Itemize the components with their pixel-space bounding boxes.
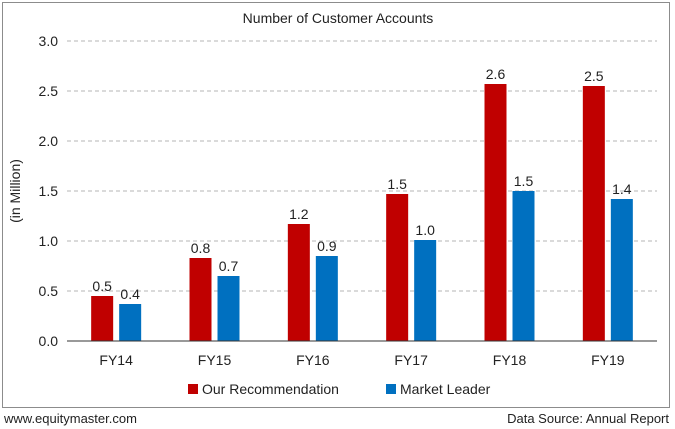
legend-label: Market Leader bbox=[400, 381, 491, 397]
data-label: 2.6 bbox=[486, 66, 506, 82]
legend-label: Our Recommendation bbox=[202, 381, 339, 397]
data-label: 0.8 bbox=[191, 240, 211, 256]
data-label: 1.5 bbox=[514, 173, 534, 189]
y-tick-label: 2.5 bbox=[39, 83, 59, 99]
y-tick-label: 1.5 bbox=[39, 183, 59, 199]
legend: Our Recommendation Market Leader bbox=[188, 381, 491, 397]
y-axis-label: (in Million) bbox=[7, 159, 23, 223]
bar-market-leader bbox=[414, 240, 437, 341]
legend-swatch bbox=[188, 384, 198, 394]
data-label: 1.5 bbox=[387, 176, 407, 192]
data-source-note: Data Source: Annual Report bbox=[507, 411, 669, 426]
bar-our-recommendation bbox=[91, 296, 114, 341]
source-website: www.equitymaster.com bbox=[4, 411, 137, 426]
bar-market-leader bbox=[119, 304, 142, 341]
x-tick-label: FY15 bbox=[198, 352, 232, 368]
x-tick-label: FY16 bbox=[296, 352, 330, 368]
bar-our-recommendation bbox=[484, 84, 507, 341]
data-label: 0.4 bbox=[120, 286, 140, 302]
x-tick-label: FY14 bbox=[99, 352, 133, 368]
data-label: 1.4 bbox=[612, 181, 632, 197]
bar-our-recommendation bbox=[386, 194, 409, 341]
y-tick-label: 0.5 bbox=[39, 283, 59, 299]
data-label: 1.2 bbox=[289, 206, 309, 222]
bars bbox=[91, 84, 633, 341]
bar-our-recommendation bbox=[287, 224, 310, 341]
bar-market-leader bbox=[610, 199, 633, 341]
bar-market-leader bbox=[512, 191, 535, 341]
gridlines bbox=[67, 40, 657, 292]
x-tick-label: FY18 bbox=[493, 352, 527, 368]
bar-our-recommendation bbox=[582, 86, 605, 341]
data-label: 2.5 bbox=[584, 68, 604, 84]
y-tick-label: 3.0 bbox=[39, 33, 59, 49]
x-tick-label: FY17 bbox=[394, 352, 428, 368]
y-axis-ticks: 0.0 0.5 1.0 1.5 2.0 2.5 3.0 bbox=[39, 33, 59, 349]
bar-our-recommendation bbox=[189, 258, 212, 341]
bar-market-leader bbox=[315, 256, 338, 341]
data-labels: 0.5 0.4 0.8 0.7 1.2 0.9 1.5 1.0 2.6 1.5 2.5 1.4 bbox=[92, 66, 631, 302]
bar-market-leader bbox=[217, 276, 240, 341]
data-label: 0.5 bbox=[92, 278, 112, 294]
y-tick-label: 0.0 bbox=[39, 333, 59, 349]
y-tick-label: 1.0 bbox=[39, 233, 59, 249]
data-label: 1.0 bbox=[415, 222, 435, 238]
data-label: 0.7 bbox=[219, 258, 239, 274]
chart-title: Number of Customer Accounts bbox=[243, 10, 434, 26]
legend-swatch bbox=[386, 384, 396, 394]
x-axis-ticks: FY14 FY15 FY16 FY17 FY18 FY19 bbox=[99, 352, 624, 368]
x-tick-label: FY19 bbox=[591, 352, 625, 368]
data-label: 0.9 bbox=[317, 238, 337, 254]
y-tick-label: 2.0 bbox=[39, 133, 59, 149]
